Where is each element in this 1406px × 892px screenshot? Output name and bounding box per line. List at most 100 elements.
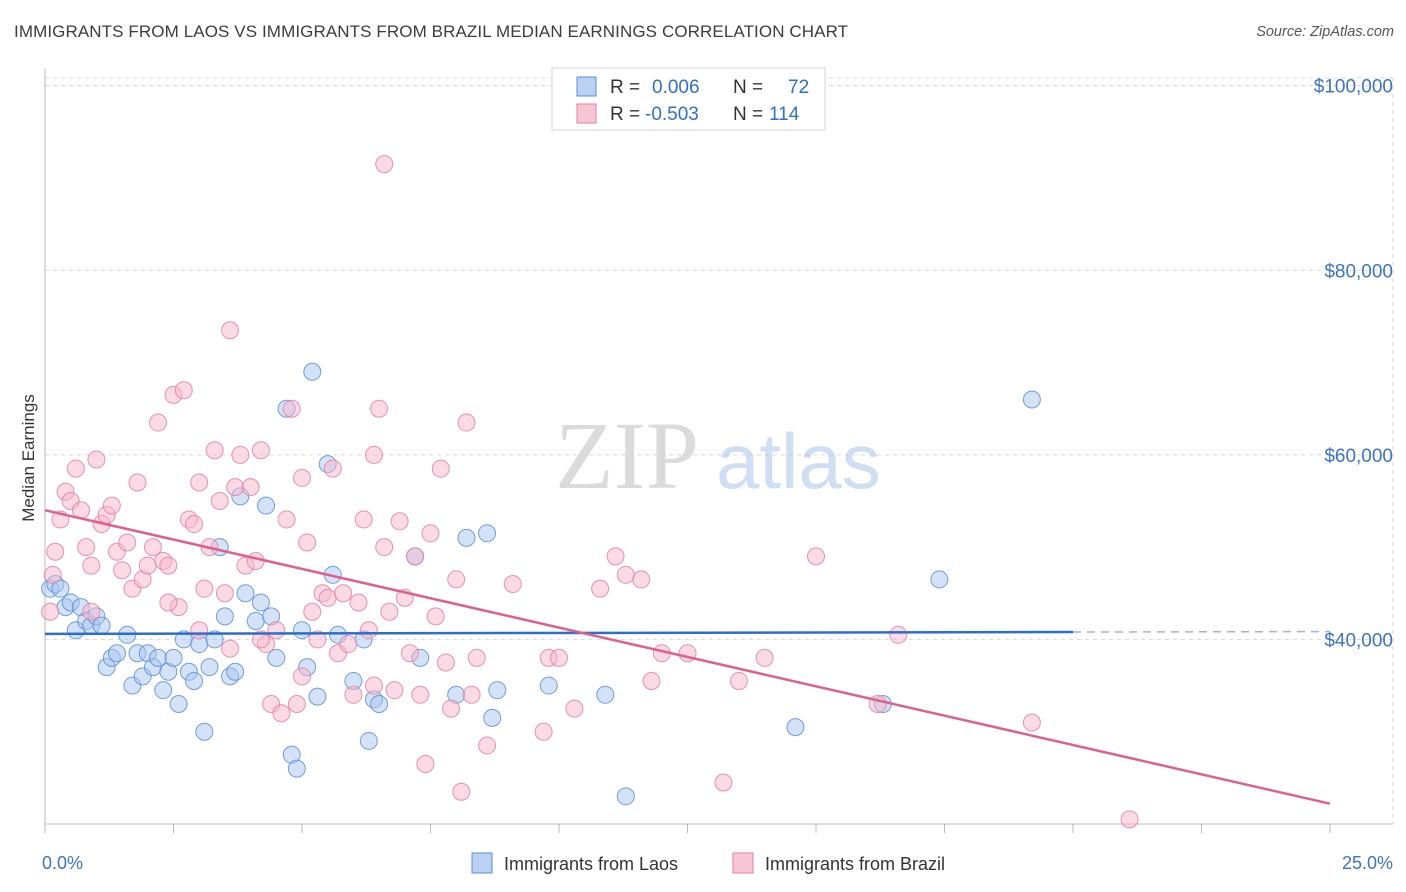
data-point <box>257 496 276 515</box>
data-point <box>190 473 209 492</box>
legend-n-label-1: N = <box>733 77 763 98</box>
data-point <box>323 459 342 478</box>
data-point <box>128 473 147 492</box>
data-point <box>344 685 363 704</box>
data-point <box>385 681 404 700</box>
data-point <box>190 621 209 640</box>
legend-n-value-1: 72 <box>788 77 809 98</box>
data-point <box>215 584 234 603</box>
data-point <box>251 630 270 649</box>
data-point <box>483 708 502 727</box>
data-point <box>591 579 610 598</box>
data-point <box>380 602 399 621</box>
data-point <box>729 671 748 690</box>
y-tick-label: $100,000 <box>1314 77 1393 98</box>
data-point <box>41 602 60 621</box>
data-point <box>503 575 522 594</box>
series-legend: Immigrants from Laos Immigrants from Bra… <box>471 852 945 874</box>
data-point <box>293 621 311 640</box>
data-point <box>889 625 908 644</box>
data-point <box>488 681 507 700</box>
data-point <box>550 648 568 667</box>
y-tick-label: $40,000 <box>1324 630 1393 651</box>
data-point <box>436 653 455 672</box>
data-point <box>113 561 132 580</box>
data-point <box>930 570 949 589</box>
data-point <box>334 584 353 603</box>
data-point <box>755 648 774 667</box>
data-point <box>308 630 327 649</box>
data-point <box>43 565 62 584</box>
data-point <box>303 362 322 381</box>
x-tick-label: 25.0% <box>1342 853 1393 873</box>
data-point <box>406 547 425 566</box>
legend-r-label-1: R = <box>610 77 640 98</box>
data-point <box>287 759 306 778</box>
data-point <box>364 445 383 464</box>
data-point <box>169 695 188 714</box>
data-point <box>205 441 224 460</box>
bottom-legend-swatch-laos <box>471 852 493 874</box>
data-point <box>1022 390 1041 409</box>
data-point <box>298 533 317 552</box>
data-point <box>370 399 389 418</box>
y-tick-labels: $40,000 $60,000 $80,000 $100,000 <box>1314 77 1393 652</box>
trend-line-brazil <box>44 508 1331 805</box>
data-point <box>185 515 204 534</box>
data-point <box>807 547 825 566</box>
y-axis-title: Median Earnings <box>19 394 38 522</box>
data-point <box>246 611 265 630</box>
data-point <box>231 445 250 464</box>
data-point <box>205 630 224 649</box>
data-point <box>431 459 450 478</box>
data-point <box>226 662 245 681</box>
data-point <box>596 685 615 704</box>
data-point <box>632 570 651 589</box>
data-point <box>154 681 173 700</box>
data-point <box>149 648 168 667</box>
data-point <box>457 528 476 547</box>
chart-title: IMMIGRANTS FROM LAOS VS IMMIGRANTS FROM … <box>14 22 849 41</box>
data-point <box>565 699 584 718</box>
data-point <box>215 607 234 626</box>
data-point <box>107 644 126 663</box>
data-point <box>287 695 306 714</box>
data-point <box>149 413 168 432</box>
data-point <box>87 450 106 469</box>
data-point <box>226 478 245 497</box>
data-point <box>1120 810 1139 829</box>
watermark: ZIP atlas <box>555 402 881 509</box>
data-point <box>303 602 322 621</box>
data-point <box>159 593 178 612</box>
data-point <box>534 722 553 741</box>
data-point <box>318 588 337 607</box>
legend-n-label-2: N = <box>733 104 763 125</box>
bottom-legend-label-brazil: Immigrants from Brazil <box>765 854 945 874</box>
data-point <box>447 570 466 589</box>
data-point <box>606 547 625 566</box>
data-point <box>46 542 65 561</box>
data-point <box>241 478 260 497</box>
data-point <box>359 731 378 750</box>
x-tick-label: 0.0% <box>42 853 83 873</box>
trend-line-laos <box>44 630 1074 636</box>
data-point <box>272 704 291 723</box>
data-point <box>364 676 383 695</box>
data-point <box>282 399 301 418</box>
y-tick-label: $80,000 <box>1324 261 1393 282</box>
bottom-legend-swatch-brazil <box>732 852 754 874</box>
data-point <box>616 787 635 806</box>
data-point <box>354 510 373 529</box>
legend-n-value-2: 114 <box>769 104 800 125</box>
data-point <box>267 621 286 640</box>
data-point <box>82 556 101 575</box>
data-point <box>185 671 204 690</box>
data-point <box>195 722 214 741</box>
data-point <box>51 579 70 598</box>
data-point <box>1022 713 1041 732</box>
legend-r-label-2: R = <box>610 104 640 125</box>
data-point <box>251 593 270 612</box>
data-point <box>221 639 240 658</box>
data-point <box>102 496 121 515</box>
